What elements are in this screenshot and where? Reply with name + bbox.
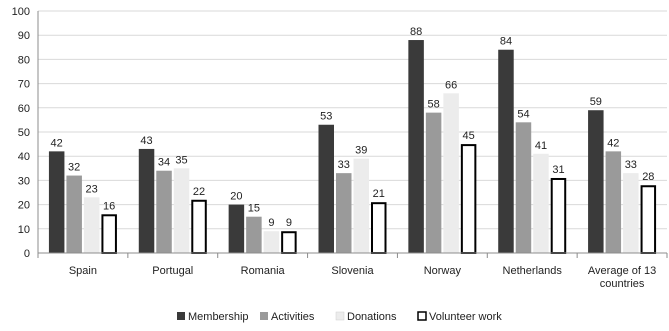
data-label: 54 [517, 108, 529, 120]
bars [48, 40, 657, 255]
bar-volunteer-work [281, 231, 297, 255]
bar-membership [408, 40, 424, 253]
x-category-label: Portugal [152, 265, 193, 277]
x-category-label: Romania [241, 265, 286, 277]
data-label: 41 [535, 140, 547, 152]
y-tick-label: 90 [18, 30, 30, 42]
data-label: 34 [158, 157, 170, 169]
bar-membership [498, 49, 514, 253]
bar-volunteer-work [371, 202, 387, 254]
bar-donations [173, 168, 190, 253]
bar-volunteer-work [640, 185, 657, 255]
bar-membership [588, 110, 604, 253]
legend-label: Volunteer work [429, 311, 502, 323]
bar-activities [425, 112, 442, 253]
data-label: 15 [248, 203, 260, 215]
data-label: 31 [552, 164, 564, 176]
data-label: 33 [625, 159, 637, 171]
x-category-label: Netherlands [503, 265, 563, 277]
y-tick-label: 100 [12, 6, 30, 18]
bar-donations [623, 173, 639, 253]
data-label: 16 [103, 200, 115, 212]
bar-donations [83, 197, 100, 253]
y-tick-label: 70 [18, 79, 30, 91]
legend-swatch [335, 311, 345, 321]
x-category-label: Norway [424, 265, 462, 277]
data-label: 53 [320, 111, 332, 123]
y-tick-label: 0 [24, 248, 30, 260]
bar-volunteer-work [550, 177, 567, 254]
data-label: 88 [410, 26, 422, 38]
data-label: 20 [230, 191, 242, 203]
bar-membership [318, 124, 334, 254]
legend-label: Donations [347, 311, 397, 323]
data-label: 42 [607, 137, 619, 149]
data-label: 42 [51, 137, 63, 149]
bar-activities [515, 122, 532, 253]
data-label: 58 [427, 99, 439, 111]
y-tick-label: 60 [18, 103, 30, 115]
legend-swatch [260, 312, 268, 320]
bar-membership [48, 151, 65, 253]
y-tick-label: 40 [18, 151, 30, 163]
data-label: 84 [500, 36, 512, 48]
bar-activities [156, 170, 172, 253]
x-axis: Spain Portugal Romania Slovenia Norway Nether… [37, 252, 668, 290]
data-label: 23 [86, 183, 98, 195]
data-label: 28 [642, 171, 654, 183]
data-labels: 42 32 23 16 43 34 35 22 20 15 9 9 53 33 39 21 88 58 66 45 84… [51, 26, 655, 229]
y-tick-label: 50 [18, 127, 30, 139]
legend: Membership Activities Donations Volunteer w… [177, 311, 502, 323]
legend-label: Activities [271, 311, 315, 323]
y-tick-label: 80 [18, 54, 30, 66]
bar-activities [66, 175, 82, 253]
bar-volunteer-work [101, 214, 117, 254]
legend-swatch [417, 311, 427, 321]
bar-activities [246, 216, 262, 253]
bar-membership [138, 148, 155, 253]
y-tick-label: 10 [18, 224, 30, 236]
y-axis: 0 10 20 30 40 50 60 70 80 90 100 [12, 6, 39, 260]
data-label: 35 [175, 154, 187, 166]
bar-activities [336, 173, 352, 253]
bar-donations [443, 93, 459, 253]
bar-donations [533, 153, 549, 253]
y-tick-label: 20 [18, 200, 30, 212]
bar-activities [605, 151, 622, 253]
bar-volunteer-work [191, 199, 207, 254]
data-label: 45 [462, 130, 474, 142]
data-label: 22 [193, 186, 205, 198]
x-category-label: Slovenia [331, 265, 374, 277]
data-label: 21 [373, 188, 385, 200]
y-tick-label: 30 [18, 175, 30, 187]
bar-membership [228, 204, 245, 253]
data-label: 9 [286, 217, 292, 229]
legend-label: Membership [188, 311, 249, 323]
data-label: 59 [590, 96, 602, 108]
bar-volunteer-work [460, 144, 477, 255]
x-category-label: Spain [69, 265, 97, 277]
bar-donations [263, 231, 280, 253]
x-category-label: Average of 13 [588, 265, 656, 277]
x-category-label: countries [600, 278, 645, 290]
data-label: 39 [355, 145, 367, 157]
data-label: 33 [338, 159, 350, 171]
data-label: 32 [68, 162, 80, 174]
legend-swatch [177, 312, 185, 320]
bar-donations [353, 158, 369, 253]
data-label: 66 [445, 79, 457, 91]
data-label: 43 [140, 135, 152, 147]
data-label: 9 [268, 217, 274, 229]
gridlines [38, 10, 667, 230]
